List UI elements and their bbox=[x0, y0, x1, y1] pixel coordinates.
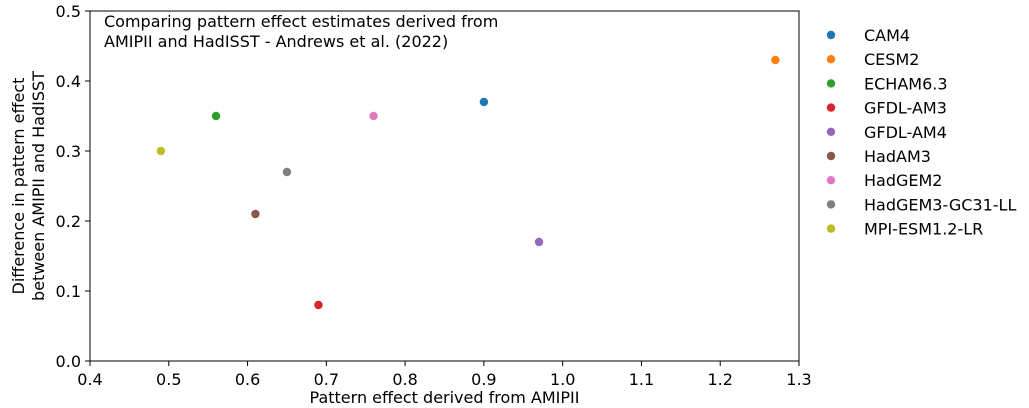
x-tick-label: 1.1 bbox=[629, 370, 654, 389]
annotation-line: AMIPII and HadISST - Andrews et al. (202… bbox=[104, 32, 448, 51]
point-cesm2 bbox=[771, 55, 780, 65]
x-tick-label: 0.5 bbox=[156, 370, 181, 389]
point-hadam3 bbox=[251, 209, 260, 219]
y-axis-label: Difference in pattern effect bbox=[9, 78, 28, 295]
legend-label: HadGEM2 bbox=[864, 171, 942, 190]
legend-label: CAM4 bbox=[864, 26, 910, 45]
plot-frame bbox=[89, 10, 800, 362]
x-tick-label: 0.4 bbox=[77, 370, 102, 389]
x-tick-label: 1.0 bbox=[550, 370, 575, 389]
legend-label: GFDL-AM3 bbox=[864, 99, 947, 118]
legend-marker bbox=[826, 30, 836, 40]
axis-labels: Pattern effect derived from AMIPII Differ… bbox=[9, 71, 579, 407]
legend-label: ECHAM6.3 bbox=[864, 74, 948, 93]
x-tick-label: 0.6 bbox=[235, 370, 260, 389]
legend-marker bbox=[826, 200, 836, 209]
x-tick-label: 0.9 bbox=[471, 370, 496, 389]
point-mpi-esm1-2-lr bbox=[156, 146, 166, 156]
legend-marker bbox=[826, 127, 836, 136]
annotation-line: Comparing pattern effect estimates deriv… bbox=[104, 12, 498, 31]
axis-ticks: 0.4 0.5 0.6 0.7 0.8 0.9 1.0 1.1 1.2 1.3 0.0 0.1 0.2 0… bbox=[56, 2, 812, 389]
y-tick-label: 0.5 bbox=[56, 2, 81, 21]
legend: CAM4 CESM2 ECHAM6.3 GFDL-AM3 GFDL-AM4 HadAM3 H… bbox=[826, 26, 1016, 239]
legend-label: CESM2 bbox=[864, 50, 919, 69]
y-tick-label: 0.0 bbox=[56, 352, 81, 371]
x-tick-label: 1.2 bbox=[707, 370, 732, 389]
data-points bbox=[156, 55, 780, 310]
y-tick-label: 0.4 bbox=[56, 72, 81, 91]
legend-marker bbox=[826, 151, 836, 161]
point-echam6-3 bbox=[211, 111, 221, 121]
chart-annotation: Comparing pattern effect estimates deriv… bbox=[104, 12, 498, 51]
y-tick-label: 0.1 bbox=[56, 282, 81, 301]
x-tick-label: 1.3 bbox=[786, 370, 811, 389]
legend-marker bbox=[826, 176, 836, 185]
y-tick-label: 0.3 bbox=[56, 142, 81, 161]
y-tick-label: 0.2 bbox=[56, 212, 81, 231]
legend-marker bbox=[826, 103, 836, 112]
point-hadgem2 bbox=[369, 111, 378, 121]
x-tick-label: 0.8 bbox=[392, 370, 417, 389]
point-hadgem3-gc31-ll bbox=[282, 167, 292, 177]
point-gfdl-am4 bbox=[534, 237, 544, 247]
point-cam4 bbox=[479, 97, 489, 107]
legend-marker bbox=[826, 79, 836, 88]
legend-marker bbox=[826, 224, 836, 233]
x-tick-label: 0.7 bbox=[314, 370, 339, 389]
legend-marker bbox=[826, 55, 836, 64]
x-axis-label: Pattern effect derived from AMIPII bbox=[310, 388, 580, 407]
legend-label: HadGEM3-GC31-LL bbox=[864, 195, 1016, 214]
legend-label: HadAM3 bbox=[864, 147, 931, 166]
legend-label: GFDL-AM4 bbox=[864, 123, 947, 142]
legend-label: MPI-ESM1.2-LR bbox=[864, 220, 983, 239]
y-axis-label: between AMIPII and HadISST bbox=[29, 71, 48, 301]
point-gfdl-am3 bbox=[314, 300, 323, 310]
